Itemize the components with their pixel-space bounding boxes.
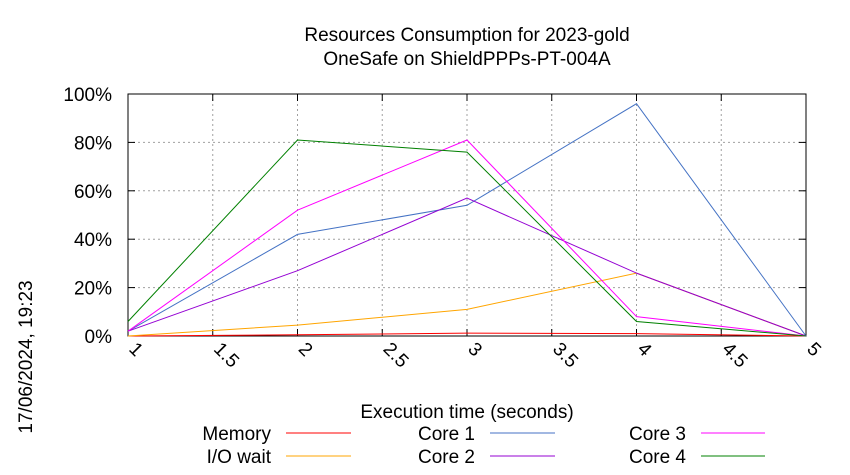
x-tick-label: 2 (294, 339, 316, 361)
side-label: 17/06/2024, 19:23 (16, 280, 37, 433)
legend-label: Core 1 (418, 424, 475, 445)
y-tick-label: 20% (74, 279, 112, 300)
chart-subtitle: OneSafe on ShieldPPPs-PT-004A (323, 49, 611, 70)
x-tick-label: 4 (633, 339, 656, 362)
legend-label: Core 2 (418, 447, 475, 468)
legend-label: Memory (202, 424, 271, 445)
series-line-core-3 (127, 139, 807, 337)
x-tick-label: 5 (802, 339, 824, 361)
y-tick-label: 0% (85, 327, 113, 348)
x-tick-labels: 1 1.5 2 2.5 3 3.5 4 4.5 5 (124, 339, 824, 373)
series-line-memory (127, 332, 807, 337)
y-tick-label: 40% (74, 230, 112, 251)
series-line-core-4 (127, 139, 807, 337)
x-axis-title: Execution time (seconds) (360, 402, 573, 423)
grid (128, 94, 806, 336)
x-tick-label: 3.5 (548, 339, 582, 373)
y-tick-labels: 0% 20% 40% 60% 80% 100% (63, 85, 112, 348)
x-tick-label: 1 (124, 339, 146, 361)
legend-label: Core 3 (629, 424, 686, 445)
legend-label: Core 4 (629, 447, 686, 468)
legend-label: I/O wait (207, 447, 272, 468)
x-tick-label: 3 (463, 339, 485, 361)
x-tick-label: 4.5 (718, 339, 752, 373)
y-tick-label: 100% (63, 85, 112, 106)
series-lines (127, 103, 807, 337)
x-tick-label: 1.5 (209, 339, 243, 373)
y-tick-label: 80% (74, 133, 112, 154)
series-line-core-2 (127, 197, 807, 337)
chart-title: Resources Consumption for 2023-gold (304, 25, 629, 46)
y-tick-label: 60% (74, 182, 112, 203)
series-line-core-1 (127, 103, 807, 337)
x-tick-label: 2.5 (379, 339, 413, 373)
